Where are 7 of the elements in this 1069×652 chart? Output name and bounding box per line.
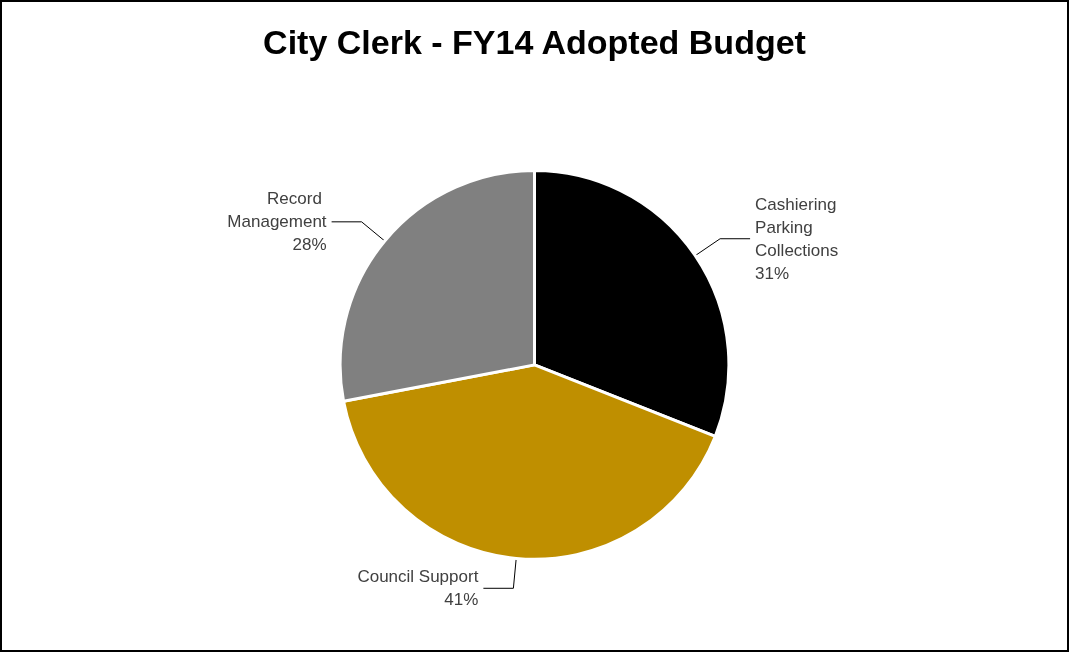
data-label: 41% <box>444 590 479 610</box>
slice-label: Record Management <box>227 189 327 232</box>
slice-label: Council Support <box>357 567 479 587</box>
chart-title: City Clerk - FY14 Adopted Budget <box>263 23 806 61</box>
slice-label: Cashiering Parking Collections <box>755 194 842 260</box>
data-label: 31% <box>755 263 790 283</box>
data-label: 28% <box>292 235 327 255</box>
